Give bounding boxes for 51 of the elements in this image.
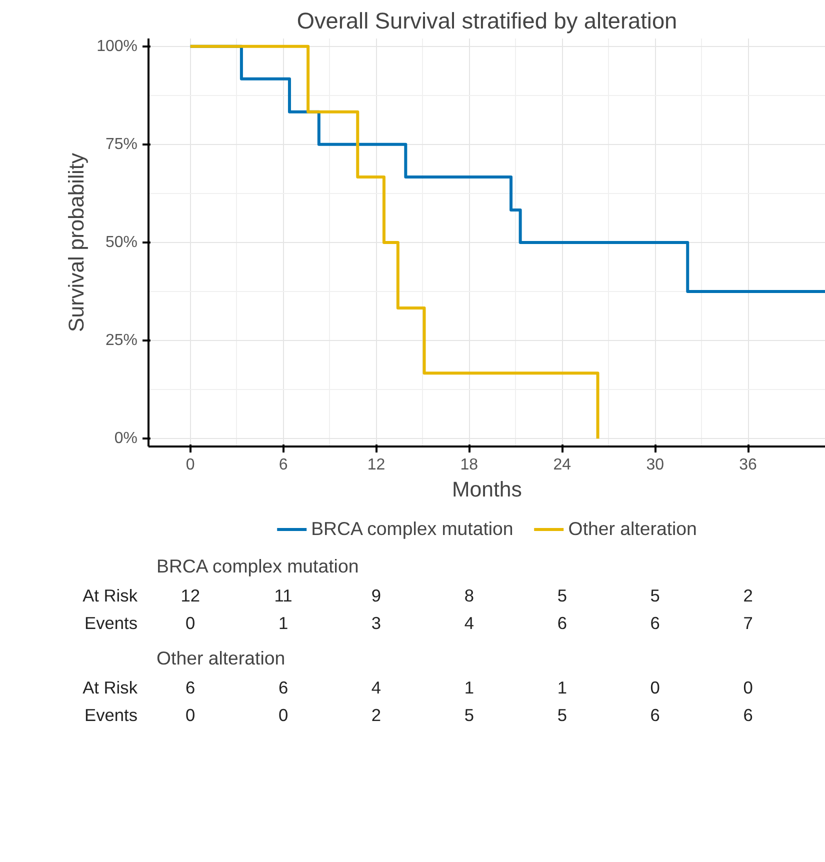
y-tick-label: 100%: [96, 38, 138, 55]
y-tick-label: 0%: [114, 430, 138, 448]
text: BRCA complex mutation: [156, 556, 359, 576]
text: 4: [464, 612, 474, 633]
text: 12: [180, 585, 200, 606]
y-tick-label: 25%: [105, 332, 138, 350]
x-tick-label: 30: [646, 456, 664, 474]
text: 6: [278, 677, 288, 698]
text: 7: [743, 612, 753, 633]
x-tick-label: 24: [553, 456, 572, 474]
text: 1: [557, 677, 567, 698]
x-tick-label: 18: [460, 456, 478, 474]
text: 2: [371, 704, 382, 725]
category-label: Events: [84, 612, 138, 633]
text: 9: [371, 585, 382, 606]
text: 6: [650, 612, 660, 633]
legend-label: BRCA complex mutation: [311, 518, 514, 540]
text: 2: [743, 585, 753, 606]
text: 6: [186, 677, 196, 698]
text: 4: [371, 677, 382, 698]
text: 0: [186, 704, 196, 725]
y-tick-label: 75%: [105, 136, 138, 153]
category-label: At Risk: [82, 585, 138, 606]
text: 11: [274, 585, 292, 606]
text: 3: [371, 612, 382, 633]
text: 8: [464, 585, 474, 606]
category-label: Events: [84, 704, 138, 725]
text: 0: [743, 677, 753, 698]
text: 6: [743, 704, 753, 725]
text: 1: [464, 677, 474, 698]
text: 5: [650, 585, 660, 606]
legend-label: Other alteration: [568, 518, 697, 540]
text: 1: [278, 612, 288, 633]
y-tick-label: 50%: [105, 234, 138, 251]
x-tick-label: 36: [739, 456, 758, 474]
text: 6: [557, 612, 567, 633]
text: 6: [650, 704, 660, 725]
text: 0: [186, 612, 196, 633]
text: 0: [650, 677, 660, 698]
text: 5: [557, 704, 567, 725]
text: 0: [278, 704, 288, 725]
text: Other alteration: [156, 648, 286, 668]
y-axis-title: Survival probability: [64, 152, 89, 332]
chart-title: Overall Survival stratified by alteration: [296, 8, 678, 34]
x-tick-label: 6: [278, 456, 288, 474]
x-tick-label: 12: [367, 456, 386, 474]
x-axis-title: Months: [452, 478, 522, 502]
x-tick-label: 0: [186, 456, 195, 474]
text: 5: [464, 704, 474, 725]
text: 5: [557, 585, 567, 606]
category-label: At Risk: [82, 677, 138, 698]
